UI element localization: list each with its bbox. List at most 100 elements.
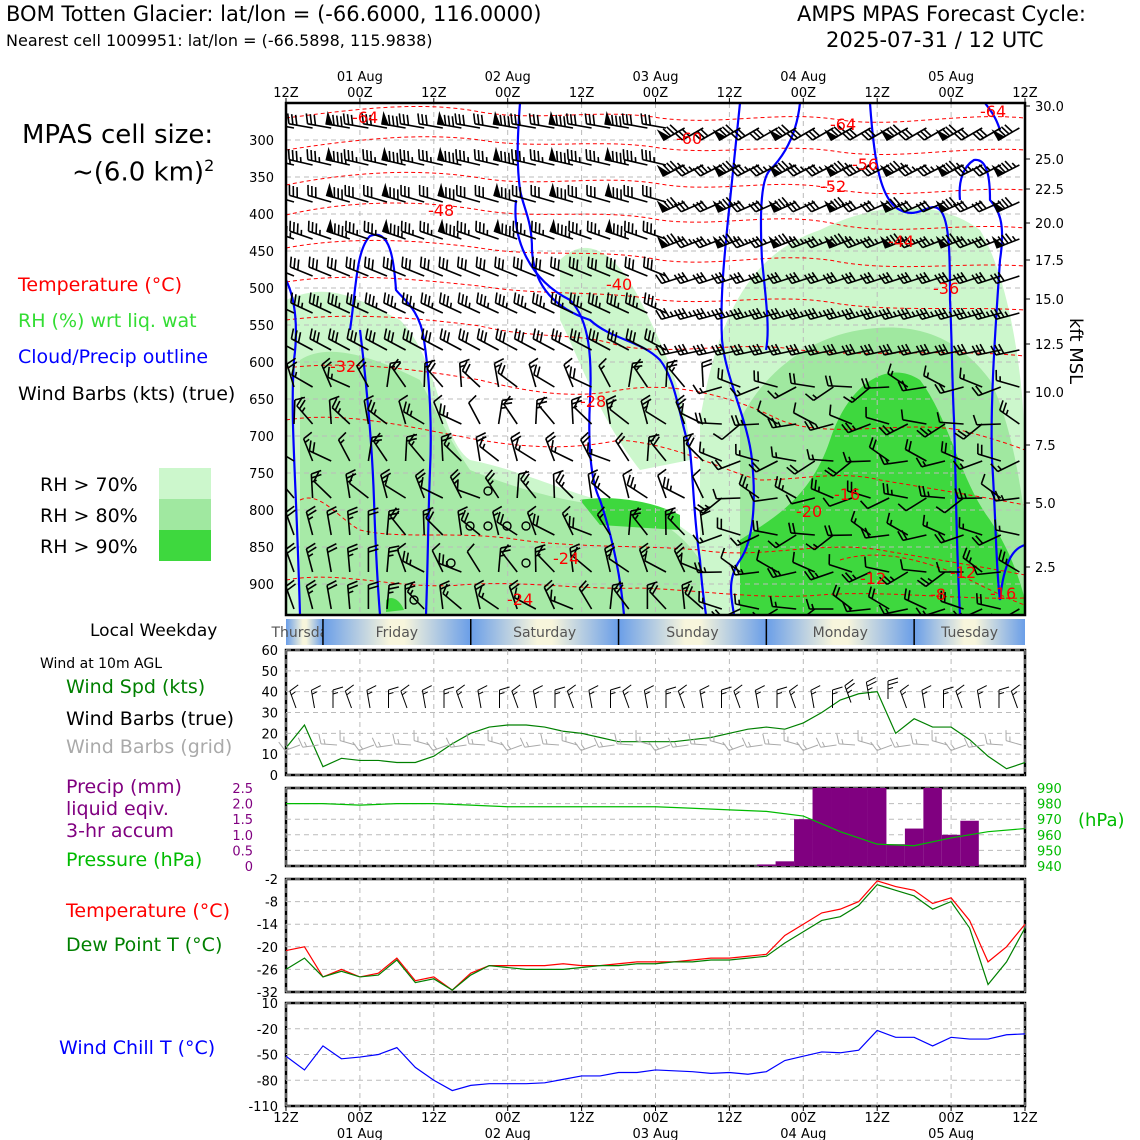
barb-feather [598,357,607,367]
barb-feather [863,165,872,175]
time-tick-label: 00Z [643,1111,669,1126]
barb-feather [693,562,699,573]
wind-barb [622,149,648,166]
barb-feather [666,198,675,208]
wind-barb [531,256,555,277]
barb-feather [427,295,431,307]
precip-label-3: 3-hr accum [66,820,174,842]
wind-barb [478,436,500,462]
barb-half-feather [285,744,290,750]
barb-feather [313,471,320,482]
barb-feather [674,132,683,141]
barb-half-feather [900,162,905,168]
barb-half-feather [874,238,879,244]
barb-half-feather [597,482,601,489]
wind-barb [568,515,592,536]
barb-feather [923,343,931,354]
barb-feather [714,609,722,615]
time-tick-label: 00Z [791,1111,817,1126]
barb-feather [863,201,872,211]
wind-barb [550,440,574,462]
barb-feather [528,113,532,124]
barb-feather [289,256,293,268]
barb-feather [673,238,682,249]
barb-feather [878,274,886,284]
barb-feather [463,512,470,523]
barb-feather [423,294,427,305]
barb-half-feather [308,516,314,521]
barb-feather [573,397,580,408]
legend-cloud: Cloud/Precip outline [18,346,209,368]
barb-half-feather [767,738,770,745]
barb-shaft [458,363,463,388]
barb-feather [990,491,997,502]
barb-feather [306,149,309,160]
barb-feather [886,512,891,524]
wind-barb [730,127,760,141]
wind-barb [897,343,927,356]
wind-barb [931,730,948,746]
barb-feather [383,292,387,303]
barb-feather [641,149,644,160]
barb-feather [423,506,434,512]
barb-feather [722,234,730,244]
barb-feather [748,274,756,284]
barb-feather [572,258,575,269]
wind-barb [346,506,359,536]
wind-barb [550,292,574,314]
barb-feather [923,235,931,246]
barb-feather [593,475,600,486]
barb-half-feather [814,423,819,429]
barb-feather [327,546,338,554]
barb-shaft [307,158,332,166]
wind-barb [841,200,871,213]
barb-half-feather [481,592,485,599]
barb-half-feather [669,485,673,491]
barb-feather [481,150,484,162]
y-tick-label: 10 [261,997,278,1012]
barb-half-feather [409,410,413,416]
wind-barb [916,127,946,141]
barb-feather [915,345,923,356]
barb-feather [614,115,618,127]
barb-shaft [865,416,890,425]
barb-feather [730,565,736,576]
wind-barb [512,256,537,277]
barb-shaft [746,744,763,748]
barb-feather [368,507,379,512]
barb-feather [741,737,748,748]
wind-barb [445,737,467,748]
barb-feather [792,373,796,384]
barb-feather [696,201,705,211]
barb-feather [476,114,480,125]
wind-barb [769,596,797,610]
barb-feather [441,554,445,565]
wind-barb [516,470,530,499]
wind-barb [398,113,425,129]
height-tick-label: 10.0 [1035,386,1064,401]
wind-barb [367,399,388,425]
barb-feather [948,160,958,170]
wind-barb [640,113,667,129]
wind10-title: Wind at 10m AGL [40,656,163,672]
height-tick-label: 20.0 [1035,217,1064,232]
barb-shaft [363,123,388,129]
barb-half-feather [410,440,415,447]
wind-barb [468,394,481,425]
wind-barb [841,307,871,320]
barb-feather [322,361,332,370]
barb-feather [729,537,739,547]
height-tick-label: 7.5 [1035,439,1056,454]
barb-feather [593,737,600,748]
barb-shaft [832,460,853,477]
wind-barb [804,419,834,431]
barb-flag [768,164,782,177]
wind-barb [859,200,890,213]
barb-feather [915,309,923,320]
barb-feather [326,542,337,550]
barb-feather [330,258,334,269]
wind-barb [408,433,425,462]
wind-barb [606,328,630,351]
barb-shaft [955,690,963,709]
precip-bar [904,828,924,866]
